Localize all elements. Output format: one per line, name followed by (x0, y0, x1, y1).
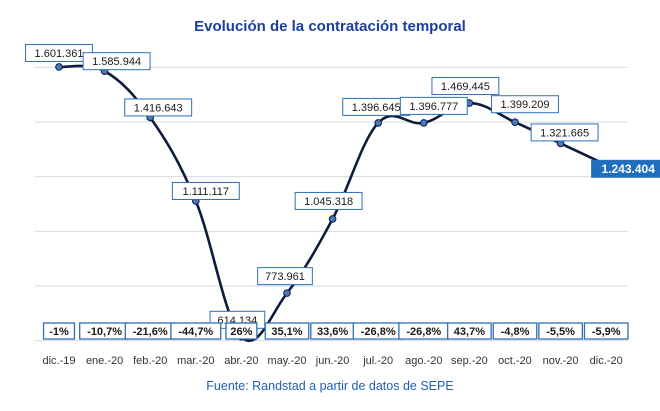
percent-change-labels: -1% -10,7% -21,6% -44,7% 26% 35,1% 33,6% -26,8%… (42, 322, 629, 340)
percent-change-label: -5,5% (538, 322, 583, 340)
source-note: Fuente: Randstad a partir de datos de SE… (206, 379, 453, 393)
percent-change-label: -5,9% (583, 322, 629, 340)
svg-text:43,7%: 43,7% (454, 326, 485, 338)
svg-text:-26,8%: -26,8% (406, 326, 441, 338)
x-tick-label: nov.-20 (543, 355, 579, 367)
x-tick-label: dic.-20 (590, 355, 623, 367)
x-tick-label: mar.-20 (177, 355, 214, 367)
x-axis-ticks: dic.-19 ene.-20 feb.-20 mar.-20 abr.-20 may.-… (42, 355, 622, 367)
percent-change-label: -4,8% (492, 322, 538, 340)
percent-change-label: 35,1% (264, 322, 310, 340)
svg-text:-26,8%: -26,8% (361, 326, 396, 338)
data-label: 1.396.645 (342, 97, 411, 116)
data-label: 1.585.944 (82, 52, 151, 71)
data-point (511, 118, 519, 127)
percent-change-label: 33,6% (310, 322, 356, 340)
data-point (55, 63, 63, 71)
svg-text:1.469.445: 1.469.445 (441, 81, 490, 93)
data-label: 1.396.777 (399, 96, 468, 115)
x-tick-label: ene.-20 (86, 355, 123, 367)
data-label: 1.045.318 (294, 191, 363, 210)
svg-text:1.111.117: 1.111.117 (183, 186, 230, 198)
svg-text:1.396.645: 1.396.645 (352, 102, 401, 114)
percent-change-label: -26,8% (352, 322, 404, 340)
x-tick-label: dic.-19 (42, 355, 75, 367)
data-label: 773.961 (257, 267, 313, 286)
svg-text:-44,7%: -44,7% (178, 326, 213, 338)
svg-text:33,6%: 33,6% (317, 326, 348, 338)
data-label: 1.399.209 (491, 95, 559, 114)
svg-text:-5,9%: -5,9% (592, 326, 621, 338)
data-labels: 1.601.3611.585.9441.416.6431.111.117614.… (25, 43, 660, 329)
x-tick-label: abr.-20 (224, 355, 258, 367)
x-tick-label: oct.-20 (498, 355, 532, 367)
x-tick-label: may.-20 (268, 355, 307, 367)
x-tick-label: feb.-20 (133, 355, 167, 367)
x-tick-label: jul.-20 (362, 355, 393, 367)
svg-text:773.961: 773.961 (265, 271, 305, 283)
x-tick-label: jun.-20 (315, 355, 350, 367)
x-tick-label: ago.-20 (405, 355, 442, 367)
data-label: 1.243.404 (591, 159, 660, 178)
percent-change-label: -1% (42, 322, 76, 340)
svg-text:1.399.209: 1.399.209 (501, 99, 550, 111)
data-label: 1.111.117 (171, 181, 240, 200)
percent-change-label: -26,8% (398, 322, 450, 340)
percent-change-label: 26% (225, 322, 258, 340)
svg-text:1.243.404: 1.243.404 (602, 162, 656, 176)
percent-change-label: -44,7% (170, 322, 222, 340)
svg-text:-4,8%: -4,8% (501, 326, 530, 338)
series-line (57, 64, 608, 342)
svg-text:1.585.944: 1.585.944 (92, 56, 141, 68)
data-point (420, 119, 428, 127)
svg-text:1.396.777: 1.396.777 (409, 101, 458, 113)
chart-title: Evolución de la contratación temporal (194, 18, 466, 35)
percent-change-label: 43,7% (446, 322, 492, 340)
svg-text:-5,5%: -5,5% (546, 326, 575, 338)
svg-text:26%: 26% (230, 326, 252, 338)
percent-change-label: -21,6% (124, 322, 176, 340)
svg-text:1.045.318: 1.045.318 (304, 196, 353, 208)
svg-text:1.416.643: 1.416.643 (134, 102, 183, 114)
svg-text:-10,7%: -10,7% (87, 326, 122, 338)
data-label: 1.321.665 (530, 123, 599, 142)
svg-text:-1%: -1% (49, 326, 69, 338)
data-label: 1.416.643 (124, 98, 193, 117)
percent-change-label: -10,7% (79, 322, 131, 340)
svg-text:1.601.361: 1.601.361 (35, 48, 84, 60)
data-point (374, 119, 383, 127)
svg-text:-21,6%: -21,6% (133, 326, 168, 338)
data-label: 1.601.361 (25, 43, 93, 62)
svg-text:35,1%: 35,1% (271, 326, 302, 338)
data-point (283, 289, 291, 297)
svg-text:1.321.665: 1.321.665 (540, 127, 589, 139)
data-point (328, 215, 337, 223)
data-label: 1.469.445 (431, 77, 500, 96)
x-tick-label: sep.-20 (451, 355, 488, 367)
